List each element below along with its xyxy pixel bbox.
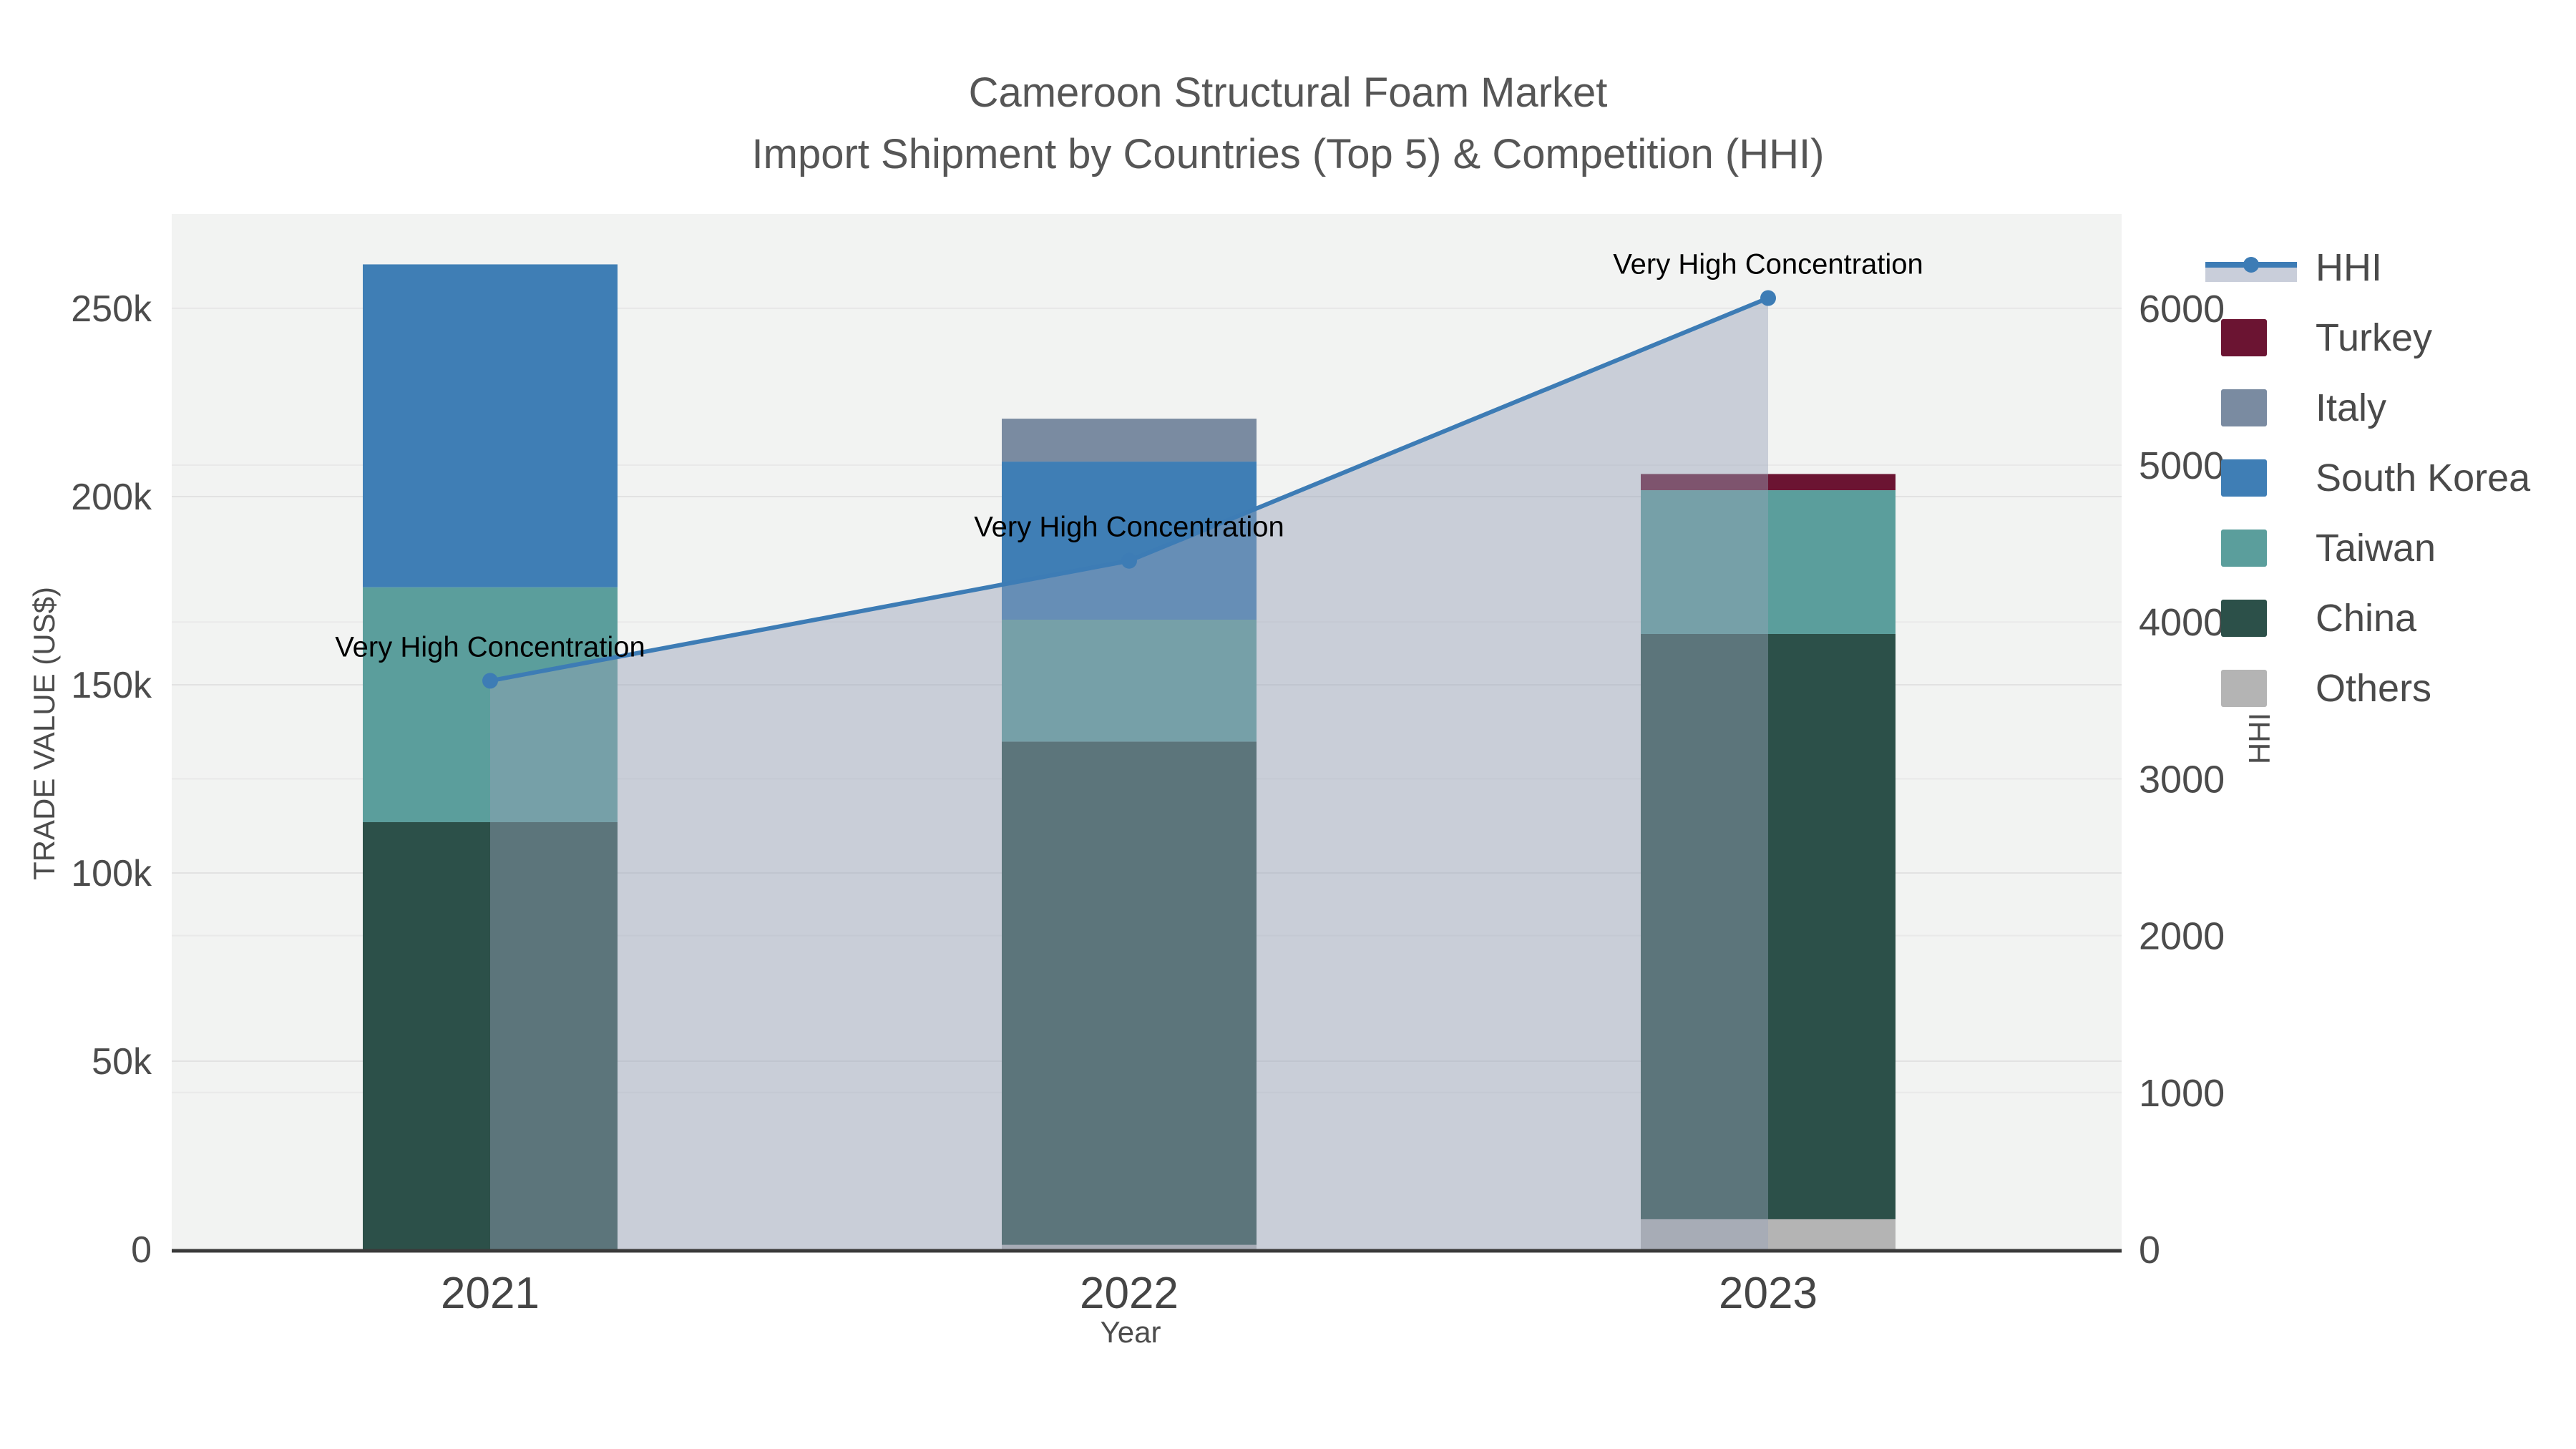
hhi-marker-2021[interactable] bbox=[482, 673, 498, 689]
legend-item-others[interactable]: Others bbox=[2205, 653, 2530, 723]
y-right-tick-label: 4000 bbox=[2139, 601, 2225, 644]
bar-segment-taiwan-2022[interactable] bbox=[1002, 620, 1257, 742]
y-left-tick-label: 0 bbox=[131, 1229, 152, 1271]
legend-item-label: Italy bbox=[2316, 386, 2387, 429]
hhi-area-swatch bbox=[2205, 266, 2297, 282]
y-left-tick-label: 250k bbox=[71, 288, 152, 330]
y-axis-title-left: TRADE VALUE (US$) bbox=[27, 587, 61, 880]
italy-color-swatch bbox=[2221, 389, 2267, 426]
bar-segment-italy-2022[interactable] bbox=[1002, 419, 1257, 462]
y-right-tick-label: 2000 bbox=[2139, 915, 2225, 958]
bar-segment-turkey-2023[interactable] bbox=[1641, 474, 1896, 491]
south-korea-color-swatch bbox=[2221, 459, 2267, 497]
legend: HHI Turkey Italy South Korea Taiwan Chin… bbox=[2205, 233, 2530, 723]
bar-segment-china-2023[interactable] bbox=[1641, 633, 1896, 1219]
bar-segment-others-2022[interactable] bbox=[1002, 1244, 1257, 1249]
legend-item-label: South Korea bbox=[2316, 457, 2531, 499]
legend-item-turkey[interactable]: Turkey bbox=[2205, 303, 2530, 373]
hhi-marker-2022[interactable] bbox=[1121, 552, 1137, 569]
china-color-swatch bbox=[2221, 600, 2267, 637]
hhi-marker-dot bbox=[2243, 257, 2259, 273]
bar-segment-taiwan-2021[interactable] bbox=[363, 587, 618, 822]
legend-item-italy[interactable]: Italy bbox=[2205, 373, 2530, 443]
bar-segment-china-2022[interactable] bbox=[1002, 741, 1257, 1245]
legend-item-label: Others bbox=[2316, 667, 2432, 710]
bar-segment-south-korea-2021[interactable] bbox=[363, 264, 618, 587]
others-color-swatch bbox=[2221, 670, 2267, 707]
legend-item-label: HHI bbox=[2316, 246, 2382, 289]
x-tick-label-2021: 2021 bbox=[441, 1269, 540, 1318]
bar-segment-china-2021[interactable] bbox=[363, 821, 618, 1249]
taiwan-color-swatch bbox=[2221, 530, 2267, 567]
hhi-marker-2023[interactable] bbox=[1760, 290, 1776, 306]
legend-item-south-korea[interactable]: South Korea bbox=[2205, 443, 2530, 513]
annotation-2021: Very High Concentration bbox=[335, 631, 645, 663]
annotation-2022: Very High Concentration bbox=[974, 512, 1284, 543]
y-right-tick-label: 6000 bbox=[2139, 288, 2225, 331]
y-right-tick-label: 1000 bbox=[2139, 1072, 2225, 1115]
annotation-2023: Very High Concentration bbox=[1613, 249, 1923, 280]
y-left-tick-label: 100k bbox=[71, 853, 152, 894]
y-left-tick-label: 150k bbox=[71, 665, 152, 706]
hhi-area-fill bbox=[490, 298, 1768, 1249]
x-tick-label-2022: 2022 bbox=[1080, 1269, 1179, 1318]
y-right-tick-label: 3000 bbox=[2139, 758, 2225, 801]
legend-item-label: Taiwan bbox=[2316, 527, 2436, 570]
chart-title: Cameroon Structural Foam Market bbox=[968, 69, 1608, 116]
legend-item-china[interactable]: China bbox=[2205, 583, 2530, 653]
bar-segment-south-korea-2022[interactable] bbox=[1002, 462, 1257, 620]
legend-item-taiwan[interactable]: Taiwan bbox=[2205, 513, 2530, 583]
bar-segment-taiwan-2023[interactable] bbox=[1641, 490, 1896, 634]
legend-item-label: China bbox=[2316, 597, 2417, 640]
legend-item-label: Turkey bbox=[2316, 316, 2433, 359]
y-left-tick-label: 200k bbox=[71, 477, 152, 518]
y-right-tick-label: 5000 bbox=[2139, 444, 2225, 487]
x-axis-title: Year bbox=[1100, 1315, 1161, 1349]
x-tick-label-2023: 2023 bbox=[1719, 1269, 1818, 1318]
legend-item-hhi[interactable]: HHI bbox=[2205, 233, 2530, 303]
turkey-color-swatch bbox=[2221, 319, 2267, 356]
y-left-tick-label: 50k bbox=[92, 1041, 152, 1083]
legend-hhi-line-symbol bbox=[2205, 249, 2297, 286]
chart-subtitle: Import Shipment by Countries (Top 5) & C… bbox=[751, 131, 1825, 177]
bar-segment-others-2023[interactable] bbox=[1641, 1219, 1896, 1249]
y-right-tick-label: 0 bbox=[2139, 1229, 2160, 1272]
